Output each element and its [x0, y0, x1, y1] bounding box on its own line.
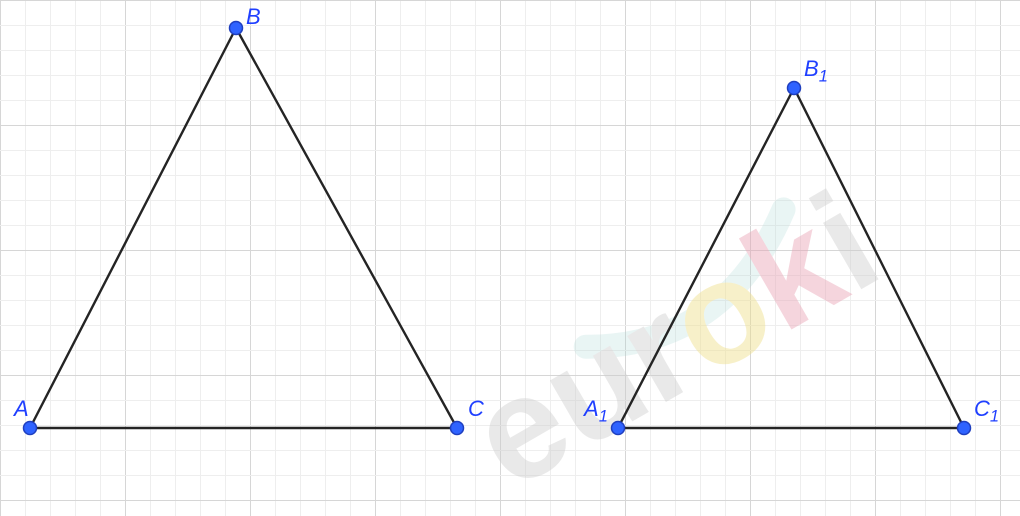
- svg-text:euroki: euroki: [445, 161, 903, 516]
- diagram-svg: euroki: [0, 0, 1020, 516]
- point-A1: [612, 422, 625, 435]
- label-B1: B1: [804, 56, 828, 82]
- label-C1: C1: [974, 396, 999, 422]
- label-A1: A1: [584, 396, 608, 422]
- left-triangle: [30, 28, 457, 428]
- point-C: [451, 422, 464, 435]
- point-B: [230, 22, 243, 35]
- point-A: [24, 422, 37, 435]
- point-C1: [958, 422, 971, 435]
- label-C: C: [468, 396, 484, 422]
- label-B: B: [246, 4, 261, 30]
- point-B1: [788, 82, 801, 95]
- label-A: A: [14, 396, 29, 422]
- watermark: euroki: [445, 161, 903, 516]
- geometry-canvas: euroki A B C A1 B1 C1: [0, 0, 1020, 516]
